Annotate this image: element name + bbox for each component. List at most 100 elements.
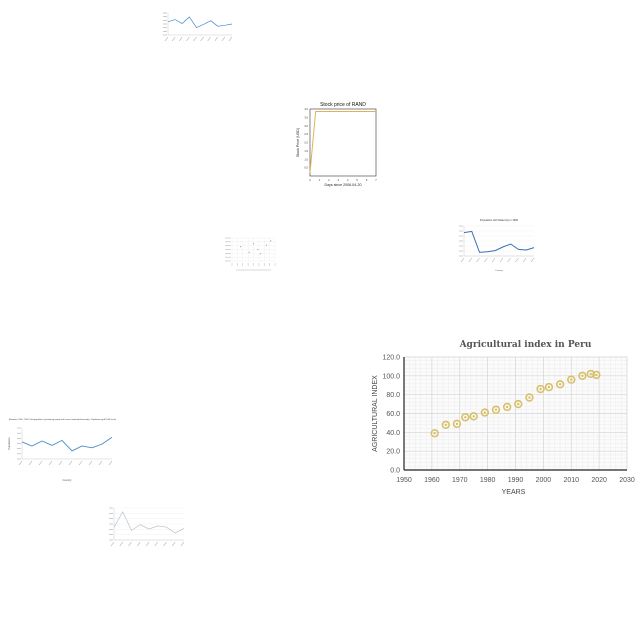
series-line (113, 511, 185, 534)
x-tick-mark (145, 541, 150, 547)
x-tick-mark (58, 460, 63, 466)
y-tick-label: 20.0 (386, 449, 400, 456)
data-point (539, 387, 542, 391)
x-tick-label: 2010 (563, 477, 579, 484)
x-tick-mark (193, 36, 197, 42)
data-point (589, 372, 592, 376)
x-tick-mark (460, 257, 465, 263)
x-tick-label: 2000 (536, 477, 552, 484)
x-tick-mark (214, 36, 219, 42)
y-axis-label: Population (7, 437, 11, 450)
data-point (259, 253, 261, 255)
y-tick-label: 120.0 (382, 355, 400, 362)
x-tick-mark (468, 257, 473, 263)
x-tick-mark (476, 257, 480, 263)
x-tick-mark (68, 460, 73, 466)
data-point (433, 432, 436, 435)
x-tick-mark (110, 541, 115, 547)
x-tick-mark (515, 257, 519, 263)
x-tick-label: 7 (375, 178, 377, 182)
x-tick-mark (186, 36, 190, 42)
data-point (595, 373, 598, 377)
x-tick-mark (18, 460, 23, 466)
x-tick-mark (119, 541, 123, 547)
x-tick-mark (38, 460, 43, 466)
data-point-ring (578, 371, 587, 381)
data-point (558, 383, 562, 386)
data-point-ring (441, 420, 451, 430)
chart-agricultural-svg: 1950 1960 1970 1980 1990 2000 2010 2020 2030 0.0 2… (372, 340, 635, 496)
x-tick-label: 1970 (452, 477, 468, 484)
y-tick-label: 2.0 (304, 141, 308, 145)
x-axis-label: Country (62, 478, 72, 482)
chart-botswana-svg: Botswana, 1960 - 2020, Total population,… (7, 418, 116, 482)
data-point-ring (469, 412, 478, 421)
x-tick-label: 6 (366, 178, 368, 182)
x-tick-label: 2030 (619, 477, 635, 484)
y-tick-label: 3.5 (304, 115, 308, 119)
series-line (463, 230, 535, 253)
x-tick-label: 1990 (508, 477, 524, 484)
data-point (240, 246, 242, 248)
y-tick-label: 60.0 (386, 411, 400, 418)
series-line (21, 436, 113, 452)
data-point (472, 415, 475, 418)
x-tick-mark (484, 257, 488, 263)
data-point-ring (555, 380, 565, 389)
x-tick-label: 2 (328, 178, 330, 182)
x-tick-mark (180, 541, 185, 547)
plot-frame (309, 108, 377, 177)
x-tick-mark (207, 36, 211, 42)
data-point (528, 396, 531, 399)
x-tick-mark (530, 257, 535, 263)
chart-top-small (150, 5, 240, 60)
x-tick-mark (78, 460, 83, 466)
data-point (547, 385, 551, 389)
x-tick-mark (221, 36, 226, 42)
chart-title: Stock price of RAND (320, 102, 366, 108)
chart-bottom-small (92, 496, 188, 558)
chart-botswana: Botswana, 1960 - 2020, Total population,… (6, 414, 116, 484)
data-point (248, 251, 250, 253)
data-point-ring (586, 369, 595, 379)
chart-maternity-svg: Population with Maternity in 1960 Country (459, 218, 535, 272)
x-tick-mark (171, 36, 176, 42)
x-tick-label: 3 (338, 178, 340, 182)
data-point-ring (525, 393, 534, 402)
data-point-ring (514, 399, 523, 409)
data-point-ring (544, 382, 554, 392)
x-tick-mark (178, 36, 183, 42)
y-tick-label: 4.0 (304, 107, 308, 111)
x-tick-mark (491, 257, 496, 263)
y-tick-label: 40.0 (386, 430, 400, 437)
data-point (265, 244, 267, 246)
x-tick-label: 5 (356, 178, 358, 182)
x-tick-mark (522, 257, 527, 263)
data-point (455, 422, 459, 426)
x-axis-label: YEARS (502, 489, 526, 496)
data-point (464, 416, 467, 419)
x-tick-label: 1960 (424, 477, 440, 484)
x-tick-label: 0 (309, 178, 311, 182)
chart-title: Botswana, 1960 - 2020, Total population,… (9, 418, 116, 421)
y-tick-label: 0.0 (390, 468, 400, 475)
x-tick-label: 4 (347, 178, 349, 182)
data-point (570, 378, 573, 381)
y-tick-label: 0.5 (304, 166, 308, 170)
chart-bottom-svg (109, 507, 185, 547)
data-point (517, 402, 520, 406)
x-tick-mark (507, 257, 511, 263)
x-tick-mark (163, 541, 167, 547)
y-tick-label: 2.5 (304, 132, 308, 136)
data-point-ring (592, 370, 601, 380)
chart-title: Population with Maternity in 1960 (480, 218, 519, 222)
chart-top-svg (163, 12, 233, 42)
x-tick-mark (164, 36, 169, 42)
data-point-ring (567, 375, 576, 384)
y-tick-label: 1.0 (304, 157, 308, 161)
x-tick-mark (28, 460, 33, 466)
series-line (167, 16, 233, 28)
data-point-ring (452, 419, 462, 429)
x-tick-mark (499, 257, 504, 263)
y-tick-label: 1.5 (304, 149, 308, 153)
